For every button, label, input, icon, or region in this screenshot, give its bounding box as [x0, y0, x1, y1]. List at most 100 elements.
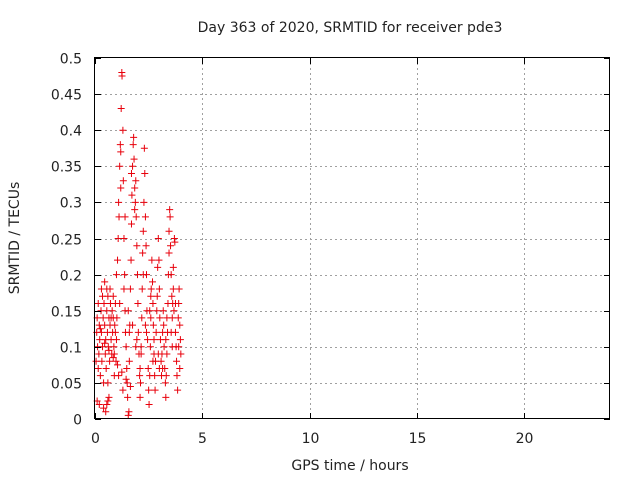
- data-point: [123, 364, 131, 372]
- y-tick-label: 0.2: [60, 269, 82, 285]
- data-point: [146, 343, 154, 351]
- data-point: [129, 321, 137, 329]
- data-point: [144, 336, 152, 344]
- y-tick-label: 0.05: [51, 377, 82, 393]
- data-point: [143, 328, 150, 336]
- data-point: [149, 299, 157, 307]
- data-point: [110, 343, 118, 351]
- data-point: [131, 206, 139, 214]
- data-point: [167, 271, 175, 279]
- data-point: [155, 256, 163, 264]
- data-point: [160, 343, 168, 351]
- data-point: [103, 285, 111, 293]
- y-tick-labels: 0 0.05 0.1 0.15 0.2 0.25 0.3 0.35 0.4 0.45 0.5: [51, 52, 82, 429]
- data-point: [134, 299, 142, 307]
- data-point: [111, 328, 119, 336]
- data-point: [174, 386, 182, 394]
- data-point: [139, 249, 147, 257]
- data-point: [138, 314, 146, 322]
- chart-title: Day 363 of 2020, SRMTID for receiver pde…: [198, 20, 503, 36]
- data-point: [176, 336, 184, 344]
- data-point: [150, 336, 158, 344]
- data-point: [166, 206, 174, 214]
- data-point: [167, 242, 175, 250]
- data-point: [149, 278, 157, 286]
- data-point: [137, 350, 145, 358]
- data-point: [115, 372, 123, 380]
- data-point: [162, 372, 170, 380]
- x-tick-labels: 0 5 10 15 20: [91, 431, 533, 447]
- y-tick-label: 0.45: [51, 88, 82, 104]
- data-point: [129, 141, 137, 149]
- data-point: [166, 213, 174, 221]
- data-point: [141, 170, 149, 178]
- data-point: [145, 401, 153, 409]
- data-point: [136, 364, 144, 372]
- x-tick-label: 5: [198, 431, 207, 447]
- data-point: [175, 285, 183, 293]
- data-point: [101, 339, 109, 347]
- data-point: [160, 321, 168, 329]
- data-point: [154, 263, 162, 271]
- data-point: [116, 299, 124, 307]
- y-tick-label: 0.15: [51, 305, 82, 321]
- data-point: [102, 364, 110, 372]
- data-point: [131, 184, 139, 192]
- plot-frame: [94, 57, 610, 419]
- data-point: [171, 299, 179, 307]
- data-point: [124, 411, 132, 419]
- data-point: [94, 364, 102, 372]
- data-point: [98, 357, 106, 365]
- data-point: [99, 292, 107, 300]
- data-point: [116, 141, 124, 149]
- data-point: [125, 357, 133, 365]
- y-tick-label: 0.5: [60, 52, 82, 68]
- x-tick-label: 10: [302, 431, 320, 447]
- data-point: [122, 375, 130, 383]
- data-point: [109, 292, 117, 300]
- data-point: [118, 72, 126, 80]
- data-points: [92, 68, 185, 419]
- data-point: [120, 285, 128, 293]
- data-point: [116, 162, 124, 170]
- data-point: [147, 314, 155, 322]
- data-point: [169, 263, 177, 271]
- data-point: [107, 314, 115, 322]
- data-point: [139, 271, 147, 279]
- data-point: [134, 328, 142, 336]
- data-point: [127, 220, 135, 228]
- data-point: [171, 238, 179, 246]
- data-point: [144, 364, 152, 372]
- data-point: [173, 372, 181, 380]
- data-point: [163, 350, 171, 358]
- data-point: [127, 170, 135, 178]
- data-point: [111, 321, 119, 329]
- grid-lines: [95, 58, 610, 419]
- data-point: [117, 105, 125, 113]
- data-point: [149, 357, 157, 365]
- data-point: [97, 328, 105, 336]
- x-tick-label: 20: [516, 431, 534, 447]
- data-point: [131, 198, 139, 206]
- data-point: [94, 299, 102, 307]
- y-axis-label: SRMTID / TECUs: [7, 182, 23, 295]
- data-point: [105, 393, 113, 401]
- data-point: [132, 177, 140, 185]
- data-point: [165, 249, 173, 257]
- data-point: [102, 408, 110, 416]
- data-point: [140, 144, 148, 152]
- data-point: [126, 383, 134, 391]
- y-tick-label: 0.35: [51, 160, 82, 176]
- data-point: [119, 177, 127, 185]
- data-point: [114, 256, 122, 264]
- data-point: [157, 357, 165, 365]
- data-point: [161, 379, 169, 387]
- data-point: [148, 256, 156, 264]
- data-point: [128, 191, 136, 199]
- data-point: [141, 213, 149, 221]
- data-point: [159, 307, 167, 315]
- data-point: [145, 386, 153, 394]
- x-tick-label: 0: [91, 431, 100, 447]
- data-point: [105, 346, 113, 354]
- y-tick-label: 0.3: [60, 196, 82, 212]
